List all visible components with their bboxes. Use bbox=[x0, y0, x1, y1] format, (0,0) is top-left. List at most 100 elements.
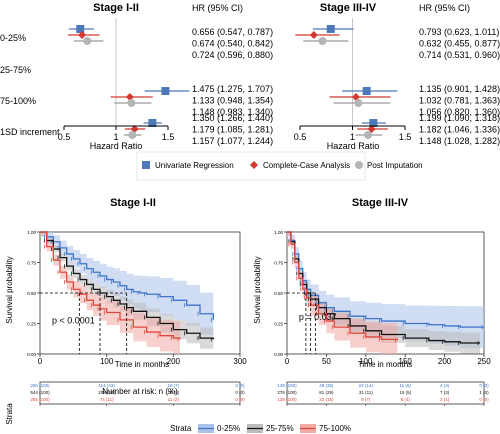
g-75-100-complete-case-value-text: 1.133 (0.948, 1.354) bbox=[192, 96, 273, 106]
g-75-100-univariate-point bbox=[161, 87, 170, 95]
km-plot-stage-3-4: Stage III-IV Survival probability 0.00 0.… bbox=[253, 197, 491, 406]
legend-univariate: Univariate Regression bbox=[155, 161, 234, 170]
row-label-25-75: 25-75% bbox=[0, 65, 31, 75]
g-75-100-post-imputation-point bbox=[354, 99, 363, 107]
x-tick-label: 1.5 bbox=[162, 132, 175, 142]
g-0-25-post-imputation-point bbox=[83, 37, 92, 45]
risk-cell-25-75: 1 (0) bbox=[479, 390, 489, 395]
km-y-tick-label: 0.50 bbox=[27, 291, 36, 296]
risk-cell-75-100: 5 (4) bbox=[401, 397, 411, 402]
km-ci-band-0-25 bbox=[40, 232, 214, 335]
risk-cell-0-25: 0 (0) bbox=[235, 383, 245, 388]
km-p-value: p < 0.0001 bbox=[52, 316, 95, 326]
g-0-25-univariate-point bbox=[76, 25, 85, 33]
risk-cell-75-100: 0 (0) bbox=[235, 397, 245, 402]
g-0-25-complete-case-point bbox=[78, 31, 87, 39]
complete-case-legend-symbol bbox=[250, 161, 258, 169]
risk-cell-25-75: 29 (5) bbox=[167, 390, 179, 395]
risk-cell-75-100: 22 (16) bbox=[319, 397, 334, 402]
g-0-25-post-imputation-point bbox=[318, 37, 327, 45]
forest-legend: Univariate Regression Complete-Case Anal… bbox=[136, 151, 366, 181]
row-label-0-25: 0-25% bbox=[0, 33, 26, 43]
risk-cell-75-100: 74 (11) bbox=[100, 397, 114, 402]
risk-cell-75-100: 9 (7) bbox=[361, 397, 371, 402]
g-1sd-increment-complete-case-point bbox=[130, 125, 139, 133]
risk-cell-0-25: 48 (35) bbox=[319, 383, 334, 388]
g-1sd-increment-univariate-value-text: 1.350 (1.266, 1.440) bbox=[192, 113, 273, 123]
strata-label-25-75: 25-75% bbox=[266, 424, 294, 433]
km-y-tick-label: 0.25 bbox=[274, 322, 283, 327]
km-y-tick-label: 0.50 bbox=[274, 291, 283, 296]
x-axis-label: Hazard Ratio bbox=[327, 141, 380, 151]
g-75-100-univariate-value-text: 1.475 (1.275, 1.707) bbox=[192, 84, 273, 94]
hr-header: HR (95% CI) bbox=[192, 3, 243, 13]
g-1sd-increment-post-imputation-point bbox=[364, 131, 373, 139]
g-1sd-increment-post-imputation-value-text: 1.148 (1.028, 1.282) bbox=[419, 136, 500, 146]
g-0-25-univariate-point bbox=[326, 25, 335, 33]
risk-cell-75-100: 2 (1) bbox=[440, 397, 450, 402]
g-75-100-complete-case-point bbox=[351, 93, 360, 101]
km-ci-band-25-75 bbox=[40, 232, 214, 349]
x-axis-label: Hazard Ratio bbox=[90, 141, 143, 151]
row-label-75-100: 75-100% bbox=[0, 96, 36, 106]
forest-row-labels: 0-25% 25-75% 75-100% 1SD increment bbox=[0, 33, 60, 137]
risk-cell-0-25: 265 (100) bbox=[30, 383, 50, 388]
risk-cell-25-75: 15 (5) bbox=[399, 390, 411, 395]
g-1sd-increment-complete-case-value-text: 1.179 (1.085, 1.281) bbox=[192, 125, 273, 135]
risk-cell-0-25: 22 (14) bbox=[359, 383, 374, 388]
x-tick-label: 1 bbox=[113, 132, 118, 142]
g-0-25-post-imputation-value-text: 0.724 (0.596, 0.880) bbox=[192, 50, 273, 60]
km-x-tick-label: 100 bbox=[100, 357, 114, 366]
km-x-tick-label: 100 bbox=[359, 357, 373, 366]
km-ci-band-75-100 bbox=[287, 232, 398, 354]
km-plot-stage-1-2: Stage I-II Survival probability 0.00 0.25… bbox=[5, 197, 247, 425]
risk-cell-25-75: 544 (100) bbox=[30, 390, 50, 395]
km-curve-0-25 bbox=[40, 231, 214, 320]
legend-complete-case: Complete-Case Analysis bbox=[263, 161, 350, 170]
km-x-axis-label: Time in months bbox=[358, 360, 412, 369]
g-0-25-univariate-value-text: 0.793 (0.623, 1.011) bbox=[419, 27, 499, 37]
risk-table-y-label: Strata bbox=[5, 403, 14, 425]
hr-header: HR (95% CI) bbox=[419, 3, 470, 13]
risk-cell-25-75: 208 (24) bbox=[98, 390, 115, 395]
risk-cell-25-75: 7 (3) bbox=[440, 390, 450, 395]
g-1sd-increment-post-imputation-value-text: 1.157 (1.077, 1.244) bbox=[192, 136, 273, 146]
km-y-axis-label: Survival probability bbox=[5, 256, 14, 323]
risk-cell-25-75: 81 (29) bbox=[319, 390, 334, 395]
x-tick-label: 1.5 bbox=[399, 132, 412, 142]
g-0-25-complete-case-value-text: 0.674 (0.540, 0.842) bbox=[192, 39, 273, 49]
g-75-100-univariate-value-text: 1.135 (0.901, 1.428) bbox=[419, 84, 500, 94]
km-y-axis-label: Survival probability bbox=[253, 256, 262, 323]
g-75-100-post-imputation-point bbox=[127, 99, 136, 107]
x-tick-label: 0.5 bbox=[294, 132, 307, 142]
km-x-axis-label: Time in months bbox=[115, 360, 169, 369]
strata-legend-title: Strata bbox=[170, 424, 192, 433]
risk-cell-75-100: 0 (0) bbox=[479, 397, 489, 402]
km-x-tick-label: 200 bbox=[438, 357, 452, 366]
km-y-tick-label: 1.00 bbox=[274, 230, 283, 235]
g-75-100-post-imputation-value-text: 1.056 (0.820, 1.360) bbox=[419, 107, 500, 117]
risk-table-title: Number at risk: n (%) bbox=[102, 387, 178, 396]
km-curve-75-100 bbox=[40, 231, 181, 340]
g-1sd-increment-univariate-point bbox=[148, 119, 157, 127]
g-0-25-post-imputation-value-text: 0.714 (0.531, 0.960) bbox=[419, 50, 500, 60]
forest-plot-stage-1-2: Stage I-II HR (95% CI) 0.656 (0.547, 0.7… bbox=[58, 2, 273, 151]
risk-cell-0-25: 114 (43) bbox=[98, 383, 115, 388]
risk-cell-25-75: 31 (11) bbox=[359, 390, 373, 395]
risk-cell-75-100: 138 (100) bbox=[277, 397, 297, 402]
risk-cell-0-25: 4 (3) bbox=[440, 383, 450, 388]
forest-plot-stage-3-4: Stage III-IV HR (95% CI) 0.793 (0.623, 1… bbox=[294, 2, 500, 151]
km-y-tick-label: 0.00 bbox=[27, 352, 36, 357]
x-tick-label: 1 bbox=[350, 132, 355, 142]
g-1sd-increment-complete-case-point bbox=[367, 125, 376, 133]
x-tick-label: 0.5 bbox=[58, 132, 71, 142]
risk-cell-25-75: 276 (100) bbox=[277, 390, 297, 395]
risk-cell-0-25: 138 (100) bbox=[277, 383, 297, 388]
km-ci-band-75-100 bbox=[40, 232, 180, 354]
km-x-tick-label: 200 bbox=[167, 357, 181, 366]
post-imputation-legend-symbol bbox=[355, 161, 363, 169]
km-y-tick-label: 1.00 bbox=[27, 230, 36, 235]
km-x-tick-label: 50 bbox=[322, 357, 331, 366]
km-x-tick-label: 250 bbox=[477, 357, 491, 366]
